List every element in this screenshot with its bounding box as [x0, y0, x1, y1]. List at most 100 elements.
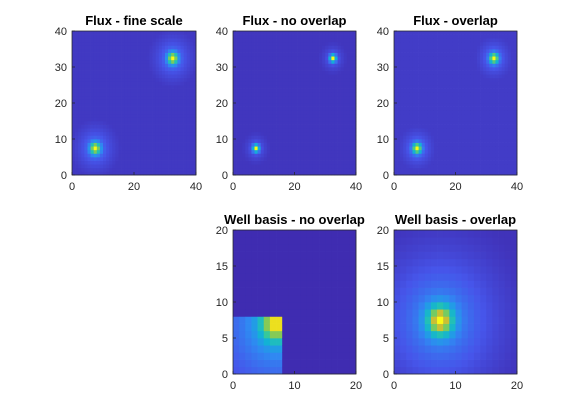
- heatmap-cell: [412, 88, 416, 93]
- heatmap-cell: [285, 67, 289, 71]
- heatmap-cell: [504, 135, 509, 140]
- heatmap-cell: [161, 59, 166, 64]
- heatmap-cell: [272, 103, 277, 107]
- heatmap-cell: [498, 45, 502, 50]
- heatmap-cell: [236, 70, 240, 75]
- heatmap-cell: [334, 67, 338, 71]
- heatmap-cell: [93, 74, 98, 79]
- heatmap-cell: [233, 338, 240, 346]
- heatmap-cell: [99, 88, 104, 93]
- heatmap-cell: [343, 106, 348, 111]
- heatmap-cell: [322, 171, 326, 176]
- heatmap-cell: [403, 63, 407, 68]
- heatmap-cell: [406, 135, 410, 140]
- heatmap-cell: [233, 266, 240, 274]
- heatmap-cell: [233, 287, 240, 296]
- heatmap-cell: [272, 121, 277, 125]
- heatmap-cell: [446, 31, 450, 35]
- heatmap-cell: [473, 139, 478, 143]
- heatmap-cell: [158, 34, 163, 39]
- heatmap-cell: [177, 164, 181, 169]
- heatmap-cell: [297, 99, 301, 104]
- heatmap-cell: [239, 128, 243, 133]
- heatmap-cell: [498, 56, 502, 61]
- heatmap-cell: [90, 77, 95, 82]
- heatmap-cell: [272, 31, 277, 35]
- heatmap-cell: [513, 88, 518, 93]
- heatmap-cell: [316, 124, 320, 129]
- heatmap-cell: [143, 171, 147, 176]
- heatmap-cell: [443, 85, 447, 89]
- heatmap-cell: [276, 34, 280, 39]
- heatmap-cell: [340, 56, 345, 61]
- heatmap-cell: [480, 92, 484, 97]
- heatmap-cell: [186, 131, 191, 136]
- heatmap-cell: [279, 139, 283, 143]
- heatmap-cell: [352, 135, 357, 140]
- y-tick-label: 0: [222, 170, 228, 182]
- heatmap-cell: [424, 85, 429, 89]
- heatmap-cell: [158, 167, 163, 172]
- heatmap-cell: [146, 146, 150, 151]
- heatmap-cell: [152, 142, 157, 147]
- heatmap-cell: [236, 56, 240, 61]
- heatmap-cell: [343, 52, 348, 57]
- heatmap-cell: [96, 31, 101, 35]
- heatmap-cell: [291, 70, 295, 75]
- heatmap-cell: [257, 81, 262, 86]
- heatmap-cell: [316, 128, 320, 133]
- heatmap-cell: [158, 149, 163, 154]
- heatmap-cell: [115, 124, 119, 129]
- heatmap-cell: [239, 45, 243, 50]
- heatmap-cell: [322, 110, 326, 115]
- heatmap-cell: [165, 103, 169, 107]
- heatmap-cell: [489, 135, 493, 140]
- heatmap-cell: [406, 74, 410, 79]
- heatmap-cell: [248, 106, 252, 111]
- heatmap-cell: [294, 31, 298, 35]
- heatmap-cell: [279, 34, 283, 39]
- heatmap-cell: [337, 88, 341, 93]
- heatmap-cell: [495, 149, 499, 154]
- heatmap-cell: [458, 142, 462, 147]
- heatmap-cell: [233, 157, 237, 161]
- heatmap-cell: [430, 81, 435, 86]
- heatmap-cell: [137, 113, 141, 118]
- heatmap-cell: [282, 171, 286, 176]
- heatmap-cell: [242, 131, 246, 136]
- heatmap-cell: [186, 63, 191, 68]
- heatmap-cell: [510, 77, 515, 82]
- heatmap-cell: [279, 52, 283, 57]
- heatmap-cell: [303, 49, 308, 53]
- heatmap-cell: [489, 153, 493, 158]
- heatmap-cell: [124, 110, 129, 115]
- heatmap-cell: [470, 117, 475, 122]
- heatmap-cell: [269, 74, 274, 79]
- heatmap-cell: [464, 167, 469, 172]
- heatmap-cell: [297, 45, 301, 50]
- heatmap-cell: [343, 63, 348, 68]
- heatmap-cell: [397, 59, 401, 64]
- heatmap-cell: [121, 63, 126, 68]
- heatmap-cell: [340, 81, 345, 86]
- heatmap-cell: [458, 99, 462, 104]
- heatmap-cell: [504, 31, 509, 35]
- heatmap-cell: [115, 103, 119, 107]
- heatmap-cell: [513, 45, 518, 50]
- heatmap-cell: [239, 70, 243, 75]
- heatmap-cell: [282, 117, 286, 122]
- heatmap-cell: [483, 49, 487, 53]
- heatmap-cell: [180, 49, 184, 53]
- heatmap-cell: [189, 67, 194, 71]
- heatmap-cell: [174, 113, 178, 118]
- heatmap-cell: [397, 103, 401, 107]
- heatmap-cell: [510, 63, 515, 68]
- heatmap-cell: [99, 63, 104, 68]
- heatmap-cell: [455, 49, 459, 53]
- heatmap-cell: [400, 139, 404, 143]
- heatmap-cell: [239, 157, 243, 161]
- heatmap-cell: [245, 330, 252, 339]
- heatmap-cell: [272, 59, 277, 64]
- heatmap-cell: [149, 56, 153, 61]
- heatmap-cell: [180, 63, 184, 68]
